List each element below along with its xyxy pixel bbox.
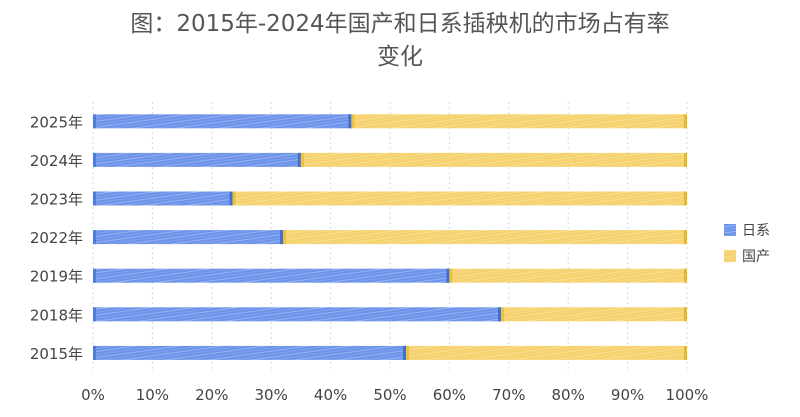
x-tick-label: 80% [552, 386, 585, 404]
x-tick-label: 20% [195, 386, 228, 404]
x-tick-label: 90% [611, 386, 644, 404]
bar-segment [300, 152, 687, 167]
x-tick-label: 10% [136, 386, 169, 404]
bar-segment [93, 307, 502, 322]
x-tick-label: 60% [433, 386, 466, 404]
bar-segment [93, 191, 233, 206]
x-tick-label: 40% [314, 386, 347, 404]
x-tick-label: 0% [81, 386, 105, 404]
bar-segment [351, 114, 687, 129]
chart-title-line-2: 变化 [377, 44, 423, 70]
bar-segment [501, 307, 687, 322]
bar-segment [93, 268, 450, 283]
bar-segment [406, 345, 687, 360]
x-tick-label: 50% [373, 386, 406, 404]
x-tick-label: 30% [255, 386, 288, 404]
y-tick-label: 2022年 [30, 229, 83, 247]
x-tick-label: 70% [492, 386, 525, 404]
legend-item: 国产 [724, 249, 770, 265]
x-tick-label: 100% [666, 386, 709, 404]
x-axis-labels: 0% 10% 20% 30% 40% 50% 60% 70% 80% 90% 100% [81, 386, 708, 404]
y-axis-labels: 2025年 2024年 2023年 2022年 2019年 2018年 2015年 [30, 113, 83, 363]
bar-segment [93, 230, 284, 245]
bar-segment [93, 345, 407, 360]
legend-label: 日系 [742, 223, 770, 239]
bar-segment [93, 152, 301, 167]
y-tick-label: 2018年 [30, 306, 83, 324]
bar-segment [449, 268, 687, 283]
y-tick-label: 2025年 [30, 113, 83, 131]
y-tick-label: 2015年 [30, 345, 83, 363]
bar-segment [232, 191, 687, 206]
bar-segment [283, 230, 687, 245]
chart-title-line-1: 图：2015年-2024年国产和日系插秧机的市场占有率 [130, 11, 670, 37]
bars [93, 114, 687, 360]
legend-label: 国产 [742, 249, 770, 265]
y-tick-label: 2023年 [30, 191, 83, 209]
chart-title: 图：2015年-2024年国产和日系插秧机的市场占有率 变化 [0, 8, 800, 74]
y-tick-label: 2024年 [30, 152, 83, 170]
bar-segment [93, 114, 352, 129]
y-tick-label: 2019年 [30, 268, 83, 286]
legend-item: 日系 [724, 223, 770, 239]
